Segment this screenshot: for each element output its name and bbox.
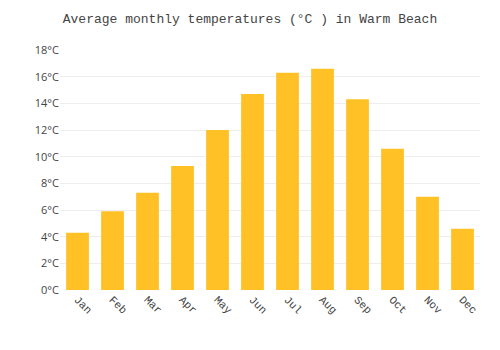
svg-text:12°C: 12°C — [35, 122, 59, 137]
svg-text:4°C: 4°C — [41, 229, 59, 244]
svg-text:Jan: Jan — [71, 294, 93, 316]
svg-text:14°C: 14°C — [35, 95, 59, 110]
svg-text:Sep: Sep — [351, 294, 373, 316]
svg-text:8°C: 8°C — [41, 175, 59, 190]
svg-text:2°C: 2°C — [41, 255, 59, 270]
svg-text:Feb: Feb — [106, 294, 128, 316]
svg-text:Aug: Aug — [316, 294, 338, 316]
svg-text:Average monthly temperatures (: Average monthly temperatures (°C ) in Wa… — [63, 12, 437, 27]
svg-text:May: May — [211, 294, 234, 317]
svg-text:Jul: Jul — [281, 294, 303, 316]
svg-text:Apr: Apr — [176, 294, 198, 316]
svg-text:0°C: 0°C — [41, 282, 59, 297]
svg-text:10°C: 10°C — [35, 149, 59, 164]
svg-text:Dec: Dec — [456, 294, 478, 316]
svg-text:6°C: 6°C — [41, 202, 59, 217]
svg-text:18°C: 18°C — [35, 42, 59, 57]
svg-text:Nov: Nov — [421, 294, 444, 317]
svg-text:Jun: Jun — [246, 294, 268, 316]
svg-text:16°C: 16°C — [35, 69, 59, 84]
svg-text:Oct: Oct — [386, 294, 408, 316]
svg-text:Mar: Mar — [141, 294, 163, 316]
